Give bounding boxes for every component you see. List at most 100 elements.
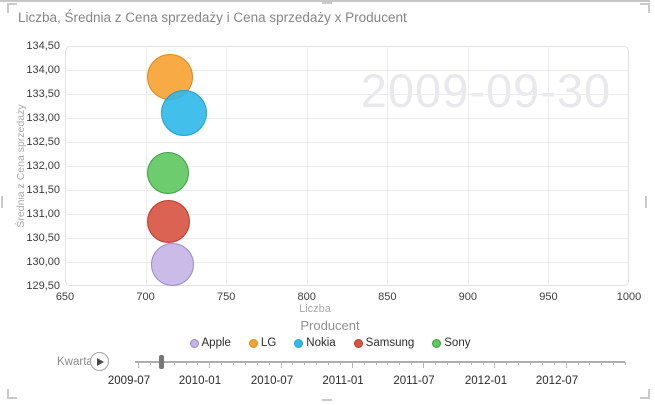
- selection-handle-right-middle[interactable]: [645, 196, 647, 208]
- timeline-tick: [233, 362, 234, 365]
- timeline-track[interactable]: [135, 361, 625, 363]
- x-tick-label: 800: [297, 291, 316, 303]
- timeline-tick: [244, 362, 246, 365]
- timeline-date-label: 2010-01: [178, 375, 222, 387]
- timeline-date-label: 2011-07: [393, 375, 435, 387]
- timeline-date-label: 2011-01: [322, 375, 364, 387]
- gridline-h: [65, 118, 629, 119]
- legend-item-lg[interactable]: LG: [248, 337, 276, 349]
- x-tick-label: 700: [136, 291, 155, 303]
- legend-item-apple[interactable]: Apple: [189, 337, 231, 349]
- legend-swatch-nokia-icon: [294, 338, 304, 348]
- timeline-tick: [138, 362, 139, 368]
- timeline-tick: [482, 362, 484, 365]
- x-tick-label: 950: [539, 291, 558, 303]
- selection-handle-top-right[interactable]: [640, 3, 650, 13]
- selection-handle-bottom-middle[interactable]: [322, 399, 332, 401]
- timeline-tick: [280, 362, 282, 368]
- timeline-slider-thumb[interactable]: [159, 355, 165, 369]
- timeline-date-label: 2012-01: [464, 375, 508, 387]
- legend-item-nokia[interactable]: Nokia: [294, 337, 336, 349]
- legend-item-samsung[interactable]: Samsung: [353, 337, 415, 349]
- timeline-tick: [458, 362, 460, 365]
- timeline-tick: [625, 362, 626, 365]
- selection-handle-top-left[interactable]: [7, 3, 17, 13]
- legend-item-sony[interactable]: Sony: [432, 337, 470, 349]
- x-tick-label: 900: [458, 291, 478, 303]
- timeline-tick: [470, 362, 472, 365]
- gridline-v: [145, 46, 147, 286]
- gridline-h: [65, 94, 629, 95]
- y-tick-label: 129,50: [26, 280, 60, 292]
- timeline-tick: [601, 362, 603, 365]
- timeline-tick: [351, 362, 353, 368]
- y-tick-label: 133,00: [26, 112, 60, 124]
- timeline-tick: [613, 362, 615, 365]
- legend-swatch-lg-icon: [248, 338, 258, 348]
- timeline-tick: [173, 362, 175, 365]
- timeline-date-label: 2009-07: [107, 375, 151, 387]
- timeline-tick: [221, 362, 223, 365]
- gridline-v: [467, 46, 469, 286]
- timeline-tick: [423, 362, 425, 368]
- timeline-tick: [387, 362, 389, 365]
- bubble-sony[interactable]: [147, 152, 190, 195]
- timeline-tick: [375, 362, 377, 365]
- gridline-v: [548, 46, 550, 286]
- legend-swatch-sony-icon: [432, 338, 442, 348]
- timeline-field-label: Kwartał: [57, 356, 96, 368]
- timeline-tick: [268, 362, 270, 365]
- bubble-samsung[interactable]: [146, 199, 190, 243]
- selection-handle-left-middle[interactable]: [1, 196, 3, 208]
- bubble-nokia[interactable]: [161, 90, 208, 137]
- x-tick-label: 750: [216, 291, 236, 303]
- timeline-tick: [316, 362, 318, 365]
- date-watermark: 2009-09-30: [360, 64, 612, 117]
- y-tick-label: 133,50: [26, 88, 60, 100]
- legend-label: Nokia: [306, 337, 336, 349]
- legend-label: Sony: [444, 337, 471, 349]
- legend-swatch-samsung-icon: [353, 338, 363, 348]
- y-tick-label: 131,00: [26, 208, 60, 220]
- timeline-tick: [197, 362, 199, 365]
- timeline-tick: [518, 362, 520, 365]
- timeline-tick: [292, 362, 294, 365]
- y-tick-label: 134,50: [26, 40, 60, 52]
- timeline-tick: [304, 362, 306, 365]
- timeline-tick: [435, 362, 436, 365]
- timeline-tick: [506, 362, 508, 365]
- y-tick-label: 130,00: [26, 256, 60, 268]
- selection-handle-bottom-right[interactable]: [640, 389, 650, 399]
- gridline-h: [65, 142, 629, 143]
- timeline-tick: [328, 362, 329, 365]
- x-tick-label: 1000: [616, 291, 642, 303]
- legend-items: Apple LG Nokia Samsung Sony: [35, 337, 625, 349]
- gridline-v: [226, 46, 228, 286]
- selection-handle-top-middle[interactable]: [322, 2, 332, 4]
- gridline-h: [65, 238, 629, 239]
- y-tick-label: 132,00: [26, 160, 60, 172]
- timeline-tick: [494, 362, 496, 368]
- gridline-h: [65, 166, 629, 167]
- timeline-tick: [446, 362, 448, 365]
- y-tick-label: 134,00: [26, 64, 60, 76]
- timeline-tick: [209, 362, 211, 368]
- y-tick-label: 130,50: [26, 232, 60, 244]
- timeline-tick: [577, 362, 579, 365]
- timeline-tick: [399, 362, 401, 365]
- gridline-v: [387, 46, 389, 286]
- timeline-tick: [363, 362, 365, 365]
- gridline-h: [65, 190, 629, 191]
- timeline-tick: [411, 362, 413, 365]
- legend-label: Apple: [201, 337, 231, 349]
- selection-handle-bottom-left[interactable]: [7, 389, 17, 399]
- timeline-tick: [530, 362, 531, 365]
- play-button[interactable]: [90, 352, 109, 371]
- play-icon: [97, 357, 104, 366]
- bubble-apple[interactable]: [151, 242, 195, 286]
- legend-label: Samsung: [365, 337, 415, 349]
- timeline-date-label: 2010-07: [250, 375, 294, 387]
- gridline-v: [306, 46, 308, 286]
- timeline-tick: [553, 362, 555, 365]
